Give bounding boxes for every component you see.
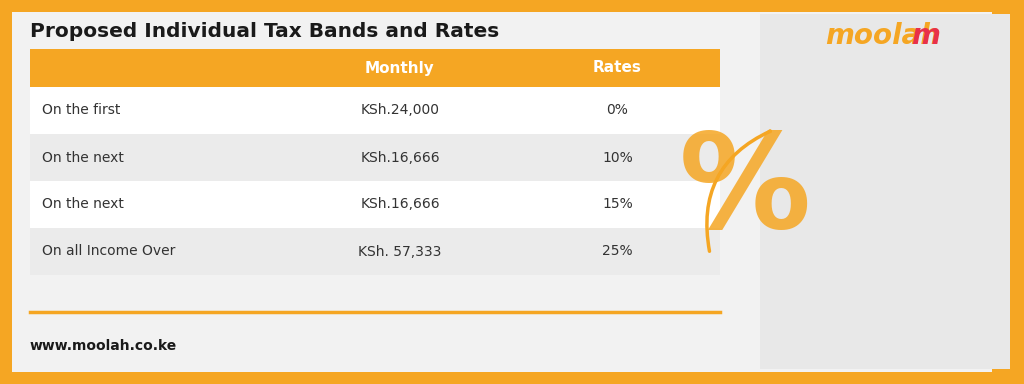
- Text: %: %: [679, 129, 811, 255]
- Text: 10%: 10%: [602, 151, 633, 164]
- Text: KSh. 57,333: KSh. 57,333: [358, 245, 441, 258]
- Text: On the next: On the next: [42, 197, 124, 212]
- Text: moolah: moolah: [825, 22, 940, 50]
- Text: Rates: Rates: [593, 61, 642, 76]
- FancyBboxPatch shape: [30, 134, 720, 181]
- Text: m: m: [911, 22, 940, 50]
- Text: On the next: On the next: [42, 151, 124, 164]
- Text: 25%: 25%: [602, 245, 633, 258]
- FancyBboxPatch shape: [30, 181, 720, 228]
- Text: KSh.16,666: KSh.16,666: [360, 197, 440, 212]
- FancyBboxPatch shape: [12, 12, 992, 372]
- Text: Proposed Individual Tax Bands and Rates: Proposed Individual Tax Bands and Rates: [30, 22, 500, 41]
- Text: KSh.24,000: KSh.24,000: [360, 104, 439, 118]
- Text: KSh.16,666: KSh.16,666: [360, 151, 440, 164]
- FancyBboxPatch shape: [760, 14, 1010, 369]
- Text: 0%: 0%: [606, 104, 629, 118]
- FancyBboxPatch shape: [30, 87, 720, 134]
- Text: On the first: On the first: [42, 104, 121, 118]
- Text: www.moolah.co.ke: www.moolah.co.ke: [30, 339, 177, 353]
- FancyBboxPatch shape: [30, 49, 720, 87]
- FancyBboxPatch shape: [30, 228, 720, 275]
- Text: On all Income Over: On all Income Over: [42, 245, 175, 258]
- Text: Monthly: Monthly: [366, 61, 435, 76]
- FancyArrowPatch shape: [707, 131, 770, 251]
- Text: 15%: 15%: [602, 197, 633, 212]
